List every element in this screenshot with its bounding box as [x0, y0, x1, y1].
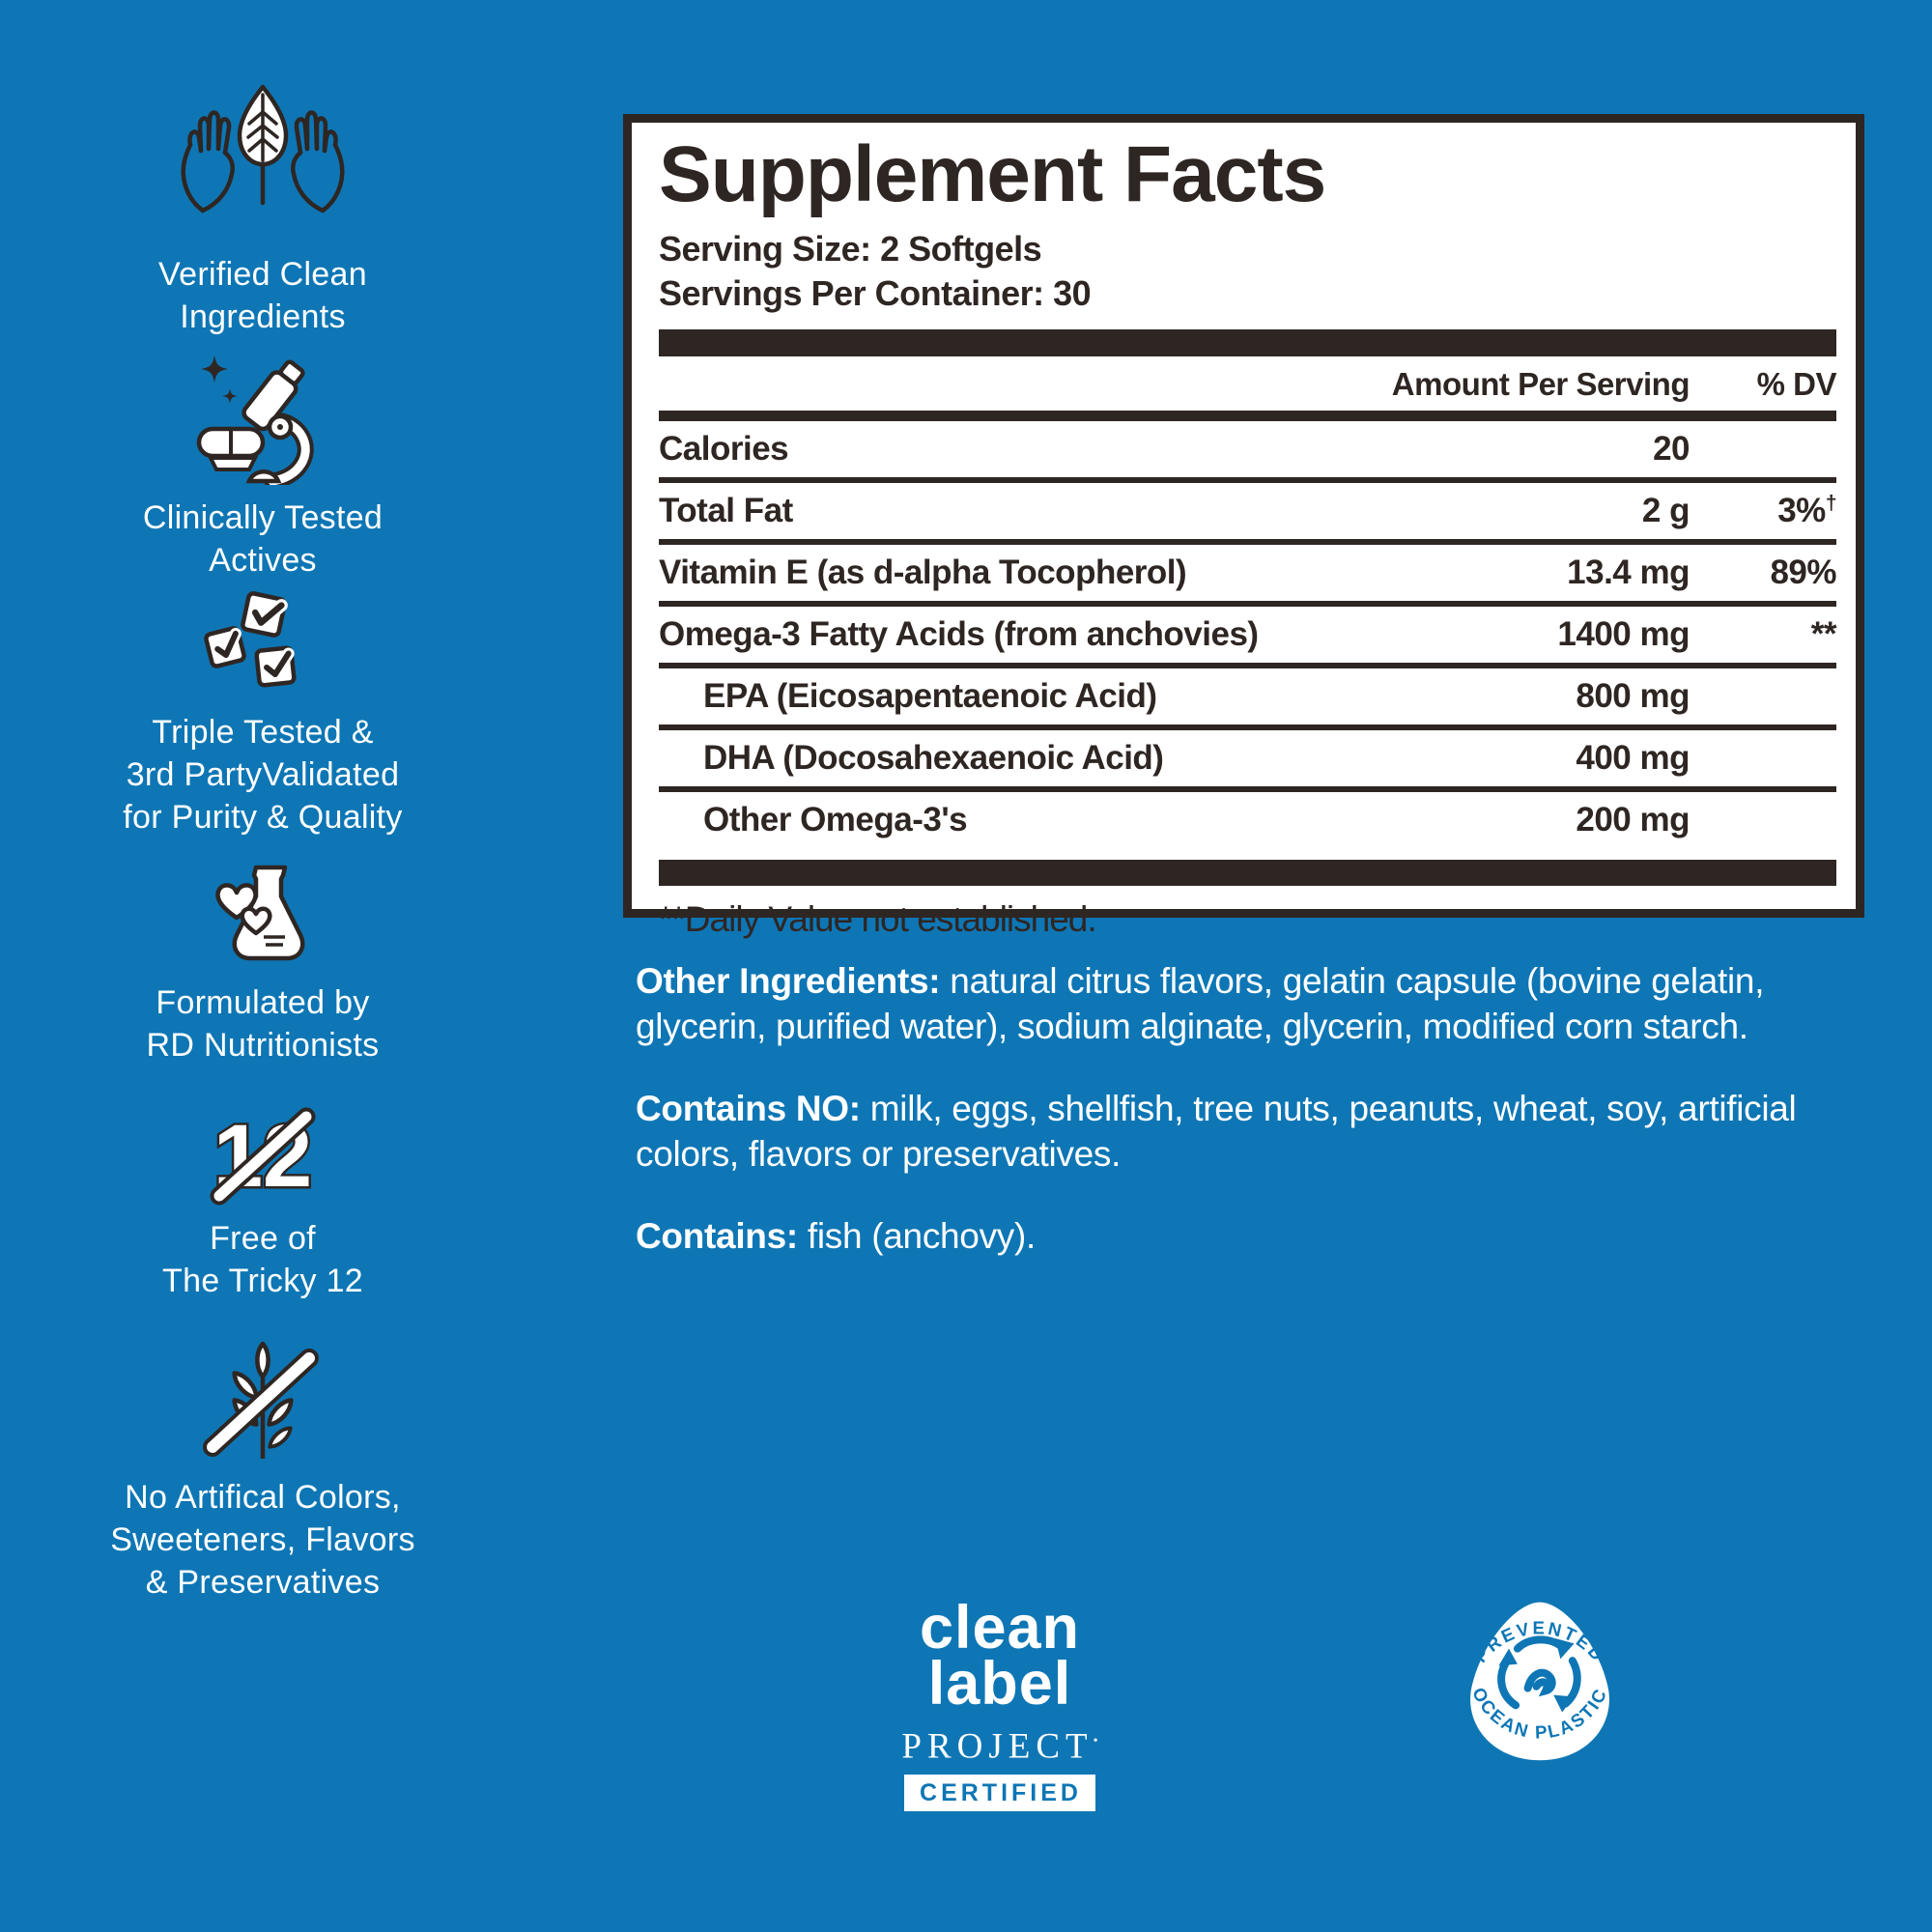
badge-caption: No Artifical Colors, Sweeteners, Flavors…: [110, 1476, 415, 1604]
badge-caption-line: & Preservatives: [145, 1564, 381, 1601]
clean-label-project-logo: clean label PROJECT• CERTIFIED: [848, 1594, 1151, 1812]
nutrient-name: Calories: [659, 429, 789, 468]
nutrient-name: EPA (Eicosapentaenoic Acid): [703, 676, 1157, 715]
recycle-arrowheads: [1498, 1638, 1575, 1713]
badge-caption-line: Sweeteners, Flavors: [110, 1521, 415, 1558]
divider-bar-thick: [659, 328, 1836, 356]
paragraph-label: Contains:: [636, 1216, 798, 1256]
sparkles: [201, 355, 238, 404]
table-row: Omega-3 Fatty Acids (from anchovies) 140…: [659, 607, 1837, 668]
badge-caption: Verified Clean Ingredients: [158, 253, 367, 338]
badge-no-artificial: No Artifical Colors, Sweeteners, Flavors…: [50, 1335, 475, 1604]
nutrient-name: Omega-3 Fatty Acids (from anchovies): [659, 614, 1259, 653]
clean-label-project-word: PROJECT•: [848, 1723, 1151, 1765]
badge-caption-line: Free of: [210, 1220, 316, 1257]
column-header-dv: % DV: [1756, 365, 1837, 402]
nutrient-dv: 3%: [1777, 491, 1826, 529]
nutrient-amount: 1400 mg: [1557, 614, 1690, 653]
serving-size: Serving Size: 2 Softgels: [659, 228, 1042, 269]
supplement-facts-title: Supplement Facts: [659, 130, 1326, 218]
flask-hearts-icon: [215, 865, 305, 961]
badge-caption-line: Ingredients: [180, 298, 346, 335]
table-header-row: Amount Per Serving % DV: [659, 356, 1837, 421]
paragraph-text: fish (anchovy).: [797, 1216, 1036, 1256]
paragraph-text: natural citrus flavors, gelatin capsule …: [636, 961, 1765, 1046]
nutrient-amount: 800 mg: [1576, 676, 1690, 715]
crossed-12-icon: 12: [210, 1105, 316, 1206]
badge-caption-line: for Purity & Quality: [123, 799, 403, 836]
contains-no-paragraph: Contains NO: milk, eggs, shellfish, tree…: [636, 1086, 1864, 1177]
contains-paragraph: Contains: fish (anchovy).: [636, 1213, 1864, 1259]
badge-caption-line: Triple Tested &: [152, 714, 374, 751]
table-row: Total Fat 2 g 3%†: [659, 483, 1837, 545]
paragraph-text: milk, eggs, shellfish, tree nuts, peanut…: [636, 1089, 1797, 1174]
badge-caption: Free of The Tricky 12: [162, 1217, 363, 1302]
servings-per-container: Servings Per Container: 30: [659, 272, 1092, 313]
clean-label-word: label: [927, 1650, 1072, 1718]
nutrient-name: Total Fat: [659, 491, 793, 529]
paragraph-label: Contains NO:: [636, 1089, 861, 1128]
badge-caption-line: 3rd PartyValidated: [126, 756, 400, 793]
badge-caption-line: Formulated by: [156, 984, 370, 1021]
badge-caption-line: The Tricky 12: [162, 1263, 363, 1299]
badge-caption-line: No Artifical Colors,: [125, 1479, 401, 1516]
nutrient-amount: 13.4 mg: [1567, 553, 1690, 591]
microscope-icon: [196, 355, 314, 485]
nutrient-amount: 20: [1653, 429, 1690, 468]
badge-caption: Formulated by RD Nutritionists: [147, 981, 380, 1066]
hands-holding-leaf-icon: [166, 84, 359, 242]
divider-bar-thick: [659, 859, 1836, 886]
badge-formulated-by-rd: Formulated by RD Nutritionists: [50, 854, 475, 1066]
nutrient-amount: 400 mg: [1576, 738, 1690, 777]
table-row: EPA (Eicosapentaenoic Acid) 800 mg: [659, 668, 1836, 730]
dv-superscript: †: [1825, 491, 1837, 514]
table-row: Other Omega-3's 200 mg: [659, 792, 1836, 848]
daily-value-footnote: **Daily Value not established.: [659, 898, 1097, 939]
badge-caption: Triple Tested & 3rd PartyValidated for P…: [123, 711, 402, 838]
ocean-plastic-icon: PREVENTED OCEAN PLASTIC: [1468, 1602, 1609, 1761]
column-header-amount: Amount Per Serving: [1391, 365, 1690, 402]
nutrient-dv: 89%: [1770, 553, 1836, 591]
project-mark: •: [1093, 1734, 1098, 1748]
badge-caption-line: Verified Clean: [158, 256, 367, 293]
nutrient-amount: 200 mg: [1576, 800, 1690, 838]
nutrient-dv: **: [1810, 614, 1837, 653]
badge-caption-line: Clinically Tested: [142, 499, 384, 536]
other-ingredients-paragraph: Other Ingredients: natural citrus flavor…: [636, 958, 1864, 1049]
table-row: DHA (Docosahexaenoic Acid) 400 mg: [659, 730, 1836, 792]
project-text: PROJECT: [901, 1726, 1094, 1767]
crossed-wheat-icon: [203, 1335, 319, 1459]
badge-triple-tested: Triple Tested & 3rd PartyValidated for P…: [50, 587, 475, 838]
nutrient-name: DHA (Docosahexaenoic Acid): [703, 738, 1164, 777]
badge-caption: Clinically Tested Actives: [143, 497, 383, 582]
clean-label-word: clean: [919, 1594, 1081, 1662]
table-row: Vitamin E (as d-alpha Tocopherol) 13.4 m…: [659, 545, 1836, 607]
badge-caption-line: Actives: [209, 542, 317, 579]
prevented-ocean-plastic-badge: PREVENTED OCEAN PLASTIC: [1445, 1592, 1634, 1782]
nutrient-name: Other Omega-3's: [703, 800, 968, 838]
ingredient-paragraphs: Other Ingredients: natural citrus flavor…: [636, 958, 1864, 1295]
supplement-facts-panel: Supplement Facts Serving Size: 2 Softgel…: [623, 114, 1864, 939]
badge-free-of-tricky-12: 12 Free of The Tricky 12: [50, 1103, 475, 1302]
checkboxes-icon: [204, 591, 297, 688]
badge-verified-clean-ingredients: Verified Clean Ingredients: [50, 79, 475, 338]
nutrient-amount: 2 g: [1641, 491, 1690, 529]
certified-badge: CERTIFIED: [904, 1775, 1095, 1812]
paragraph-label: Other Ingredients:: [636, 961, 941, 1001]
table-row: Calories 20: [659, 421, 1836, 483]
nutrient-name: Vitamin E (as d-alpha Tocopherol): [659, 553, 1187, 591]
badge-caption-line: RD Nutritionists: [146, 1027, 380, 1064]
badge-clinically-tested: Clinically Tested Actives: [50, 350, 475, 582]
